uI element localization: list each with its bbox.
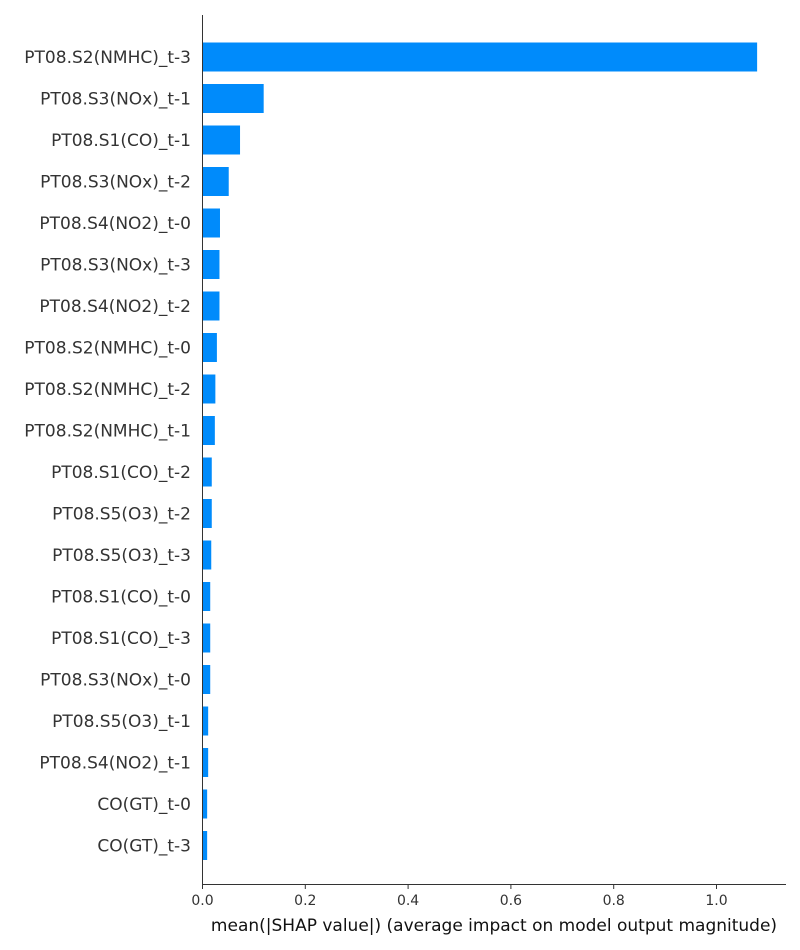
bar-14 [202, 623, 211, 653]
bar-3 [202, 167, 229, 196]
bar-0 [202, 42, 758, 72]
bar-17 [202, 748, 209, 777]
bar-6 [202, 291, 220, 321]
x-tick-label: 0.0 [191, 893, 213, 909]
bar-4 [202, 208, 220, 238]
category-label: PT08.S1(CO)_t-3 [51, 629, 191, 649]
category-label: PT08.S2(NMHC)_t-2 [24, 380, 191, 400]
bar-10 [202, 457, 212, 487]
category-label: PT08.S3(NOx)_t-1 [40, 90, 191, 110]
x-tick-label: 0.2 [294, 893, 316, 909]
category-label: PT08.S3(NOx)_t-2 [40, 173, 191, 193]
category-label: PT08.S2(NMHC)_t-1 [24, 422, 191, 442]
bar-5 [202, 250, 220, 279]
bar-12 [202, 540, 212, 570]
bar-9 [202, 416, 215, 445]
x-tick-label: 0.6 [500, 893, 522, 909]
bar-15 [202, 665, 211, 694]
category-label: PT08.S4(NO2)_t-2 [39, 297, 191, 317]
x-tick-label: 0.4 [397, 893, 419, 909]
bar-11 [202, 499, 212, 528]
category-label: PT08.S1(CO)_t-2 [51, 463, 191, 483]
category-label: PT08.S5(O3)_t-3 [52, 546, 191, 566]
category-label: PT08.S5(O3)_t-2 [52, 505, 191, 525]
bar-13 [202, 582, 211, 611]
bar-18 [202, 789, 208, 819]
x-tick-label: 0.8 [603, 893, 625, 909]
bar-1 [202, 84, 264, 113]
bar-19 [202, 831, 208, 860]
category-label: PT08.S3(NOx)_t-0 [40, 671, 191, 691]
category-label: PT08.S1(CO)_t-1 [51, 131, 191, 151]
bar-2 [202, 125, 241, 155]
bar-16 [202, 706, 209, 736]
category-label: PT08.S4(NO2)_t-1 [39, 754, 191, 774]
bar-7 [202, 333, 217, 362]
x-axis-label: mean(|SHAP value|) (average impact on mo… [211, 916, 777, 936]
bars-layer [202, 42, 758, 860]
x-tick-label: 1.0 [705, 893, 727, 909]
category-label: CO(GT)_t-3 [97, 837, 191, 857]
bar-8 [202, 374, 216, 404]
x-ticks: 0.0 0.2 0.4 0.6 0.8 1.0 [191, 884, 728, 909]
category-label: PT08.S5(O3)_t-1 [52, 712, 191, 732]
category-label: PT08.S2(NMHC)_t-3 [24, 48, 191, 68]
category-label: PT08.S2(NMHC)_t-0 [24, 339, 191, 359]
category-label: CO(GT)_t-0 [97, 795, 191, 815]
category-labels: PT08.S2(NMHC)_t-3 PT08.S3(NOx)_t-1 PT08.S1… [24, 48, 191, 857]
category-label: PT08.S4(NO2)_t-0 [39, 214, 191, 234]
category-label: PT08.S3(NOx)_t-3 [40, 256, 191, 276]
category-label: PT08.S1(CO)_t-0 [51, 588, 191, 608]
